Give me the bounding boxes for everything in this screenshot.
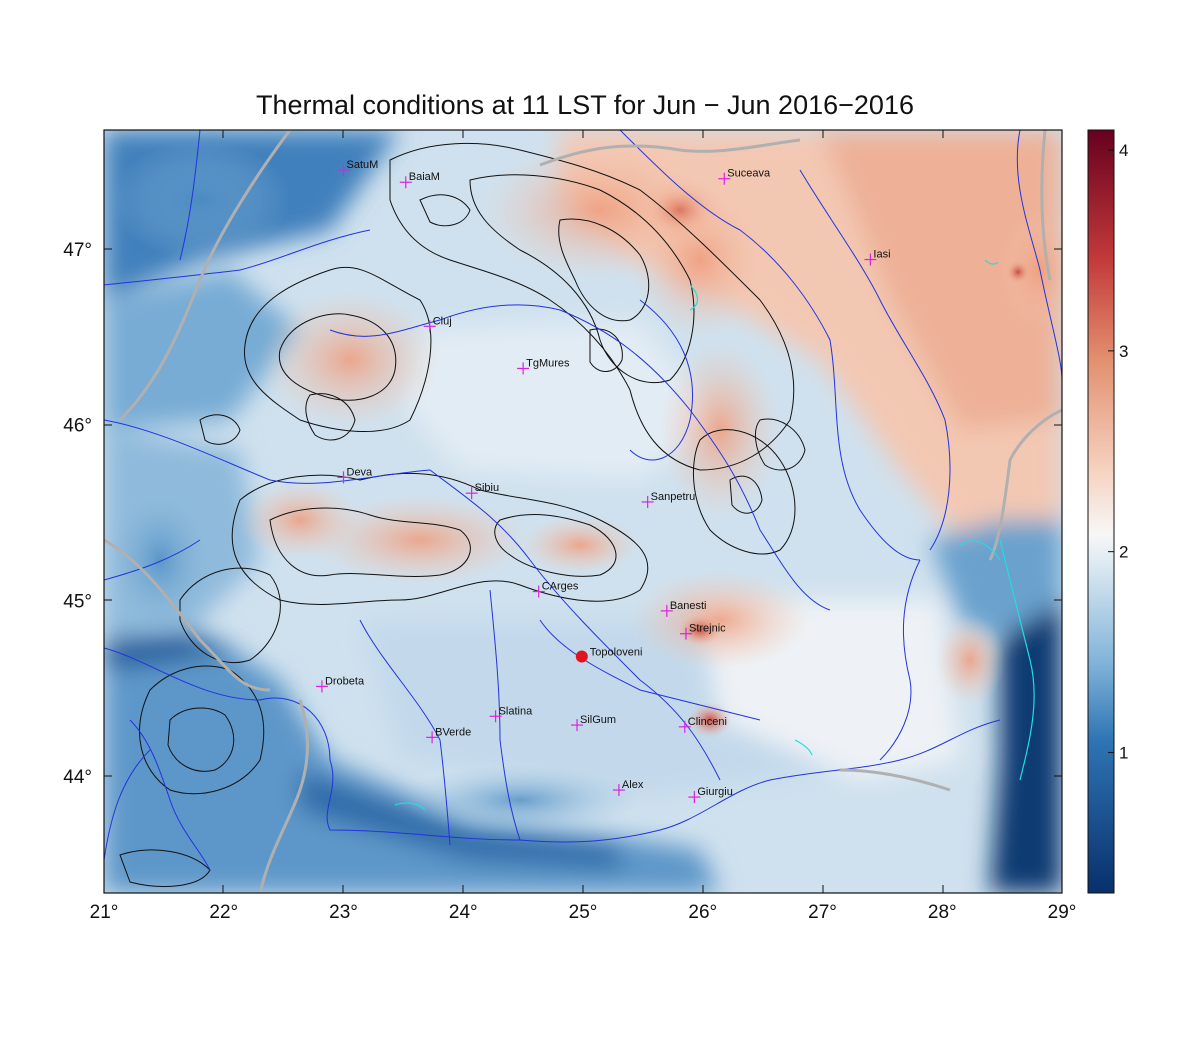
city-label: BaiaM: [409, 171, 440, 183]
city-marker: SilGum: [571, 714, 616, 732]
city-marker: BVerde: [426, 726, 471, 744]
city-label: BVerde: [435, 726, 471, 738]
city-marker: Sibiu: [465, 482, 499, 500]
colorbar-label: 2: [1119, 543, 1128, 562]
highlight-site-label: Topoloveni: [590, 647, 643, 659]
city-label: Iasi: [873, 249, 890, 261]
city-label: Slatina: [499, 705, 534, 717]
temperature-field: SatuM BaiaM Suceava Iasi Cluj TgMures Deva Sibi…: [104, 130, 1062, 893]
longitude-tick-label: 22°: [209, 902, 238, 923]
highlight-site-marker: Topoloveni: [575, 647, 643, 663]
city-label: SilGum: [580, 714, 616, 726]
city-label: Suceava: [727, 168, 771, 180]
colorbar-gradient: [1087, 129, 1115, 894]
city-label: Sibiu: [475, 482, 499, 494]
map-frame: [103, 129, 1063, 894]
latitude-tick-labels: 47° 46° 45° 44°: [63, 240, 92, 788]
city-marker: Banesti: [660, 600, 707, 617]
city-label: TgMures: [526, 357, 570, 369]
country-borders: [104, 130, 1062, 893]
city-label: Clinceni: [688, 716, 727, 728]
longitude-tick-label: 21°: [90, 902, 119, 923]
city-marker: Drobeta: [315, 675, 365, 693]
city-marker: Clinceni: [678, 716, 727, 733]
city-marker: Iasi: [864, 249, 891, 266]
city-label: Drobeta: [325, 675, 365, 687]
city-marker: Cluj: [423, 315, 452, 333]
city-marker: CArges: [532, 581, 579, 598]
city-marker: Slatina: [489, 705, 534, 723]
longitude-tick-label: 27°: [808, 902, 837, 923]
latitude-tick-label: 47°: [63, 240, 92, 261]
city-label: Cluj: [433, 315, 452, 327]
latitude-tick-label: 46°: [63, 416, 92, 437]
longitude-tick-label: 29°: [1048, 902, 1077, 923]
city-marker: BaiaM: [399, 171, 440, 189]
colorbar-labels: 4 3 2 1: [1108, 141, 1128, 762]
city-label: Sanpetru: [651, 491, 696, 503]
city-label: Alex: [622, 779, 644, 791]
elevation-contours: [119, 142, 806, 887]
rivers: [104, 130, 1062, 871]
colorbar: 4 3 2 1: [1087, 129, 1128, 894]
city-marker: Suceava: [718, 168, 771, 185]
colorbar-label: 1: [1119, 743, 1128, 762]
city-marker: SatuM: [337, 159, 379, 176]
longitude-tick-label: 23°: [329, 902, 358, 923]
city-label: Giurgiu: [697, 786, 732, 798]
city-markers: SatuM BaiaM Suceava Iasi Cluj TgMures Deva Sibi…: [315, 159, 891, 804]
city-label: Deva: [347, 466, 374, 478]
latitude-tick-label: 45°: [63, 591, 92, 612]
latitude-tick-label: 44°: [63, 767, 92, 788]
city-marker: TgMures: [517, 357, 570, 375]
city-label: Strejnic: [689, 623, 726, 635]
colorbar-label: 4: [1119, 141, 1128, 160]
longitude-tick-labels: 21° 22° 23° 24° 25° 26° 27° 28° 29°: [90, 902, 1077, 923]
highlight-site-dot: [575, 650, 588, 663]
colorbar-label: 3: [1119, 342, 1128, 361]
longitude-tick-label: 28°: [928, 902, 957, 923]
city-label: CArges: [542, 581, 579, 593]
city-marker: Sanpetru: [641, 491, 696, 508]
city-marker: Strejnic: [679, 623, 726, 640]
city-marker: Alex: [612, 779, 644, 797]
city-marker: Giurgiu: [688, 786, 733, 804]
frame-ticks: [104, 130, 1062, 893]
city-label: SatuM: [347, 159, 379, 171]
map-title: Thermal conditions at 11 LST for Jun − J…: [256, 90, 914, 120]
lakes-coast: [394, 259, 1035, 811]
city-label: Banesti: [670, 600, 707, 612]
longitude-tick-label: 26°: [688, 902, 717, 923]
longitude-tick-label: 24°: [449, 902, 478, 923]
longitude-tick-label: 25°: [569, 902, 598, 923]
city-marker: Deva: [337, 466, 374, 484]
